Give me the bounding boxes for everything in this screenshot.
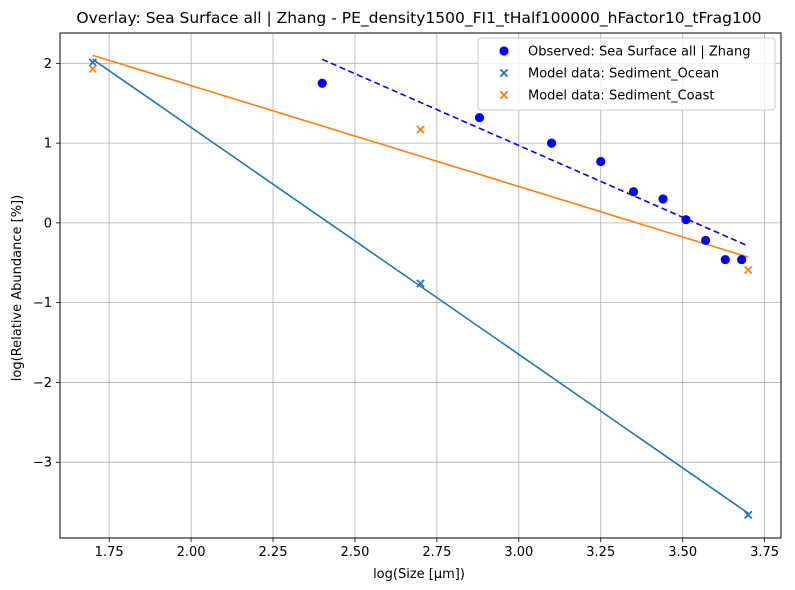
legend: Observed: Sea Surface all | Zhang Model d…: [477, 37, 776, 111]
x-axis-label: log(Size [µm]): [373, 567, 465, 582]
observed-point: [737, 254, 747, 265]
y-tick-label: 2: [44, 57, 52, 72]
observed-point: [474, 112, 485, 123]
ticks: 1.75 2.00 2.25 2.50 2.75 3.00 3.25 3.50 3.75 −3 −2…: [33, 57, 779, 560]
y-tick-label: 1: [44, 137, 52, 152]
fit-line: [321, 58, 749, 247]
observed-point: [596, 156, 606, 167]
fit-lines: [92, 54, 749, 514]
model-point: [743, 265, 753, 275]
observed-point: [317, 78, 327, 88]
observed-point: [681, 215, 691, 225]
legend-label: Observed: Sea Surface all | Zhang: [528, 45, 751, 60]
model-point: [88, 58, 98, 67]
model-point: [416, 125, 425, 134]
data-points: [88, 58, 753, 520]
y-axis-label: log(Relative Abundance [%]): [10, 195, 25, 381]
x-tick-label: 3.00: [504, 545, 533, 560]
x-tick-label: 1.75: [95, 545, 124, 560]
x-tick-label: 2.50: [340, 545, 369, 560]
x-tick-label: 2.75: [422, 545, 451, 560]
legend-label: Model data: Sediment_Coast: [528, 89, 714, 104]
chart-title: Overlay: Sea Surface all | Zhang - PE_de…: [76, 9, 761, 28]
observed-point: [701, 235, 711, 246]
fit-line: [92, 58, 749, 514]
fit-line: [92, 54, 749, 258]
legend-marker: [499, 46, 509, 56]
observed-point: [546, 138, 557, 148]
observed-point: [720, 254, 730, 265]
model-point: [88, 64, 98, 74]
legend-box: [477, 37, 776, 111]
model-point: [743, 510, 753, 520]
x-tick-label: 2.25: [259, 545, 288, 560]
observed-point: [658, 194, 668, 204]
model-point: [416, 279, 425, 288]
grid: [60, 33, 781, 538]
x-tick-label: 2.00: [177, 545, 206, 560]
x-tick-label: 3.50: [668, 545, 697, 560]
legend-marker: [499, 90, 509, 100]
y-tick-label: −1: [33, 296, 52, 311]
y-tick-label: −3: [33, 456, 52, 471]
plot-frame: [59, 32, 782, 539]
legend-marker: [499, 68, 509, 78]
y-tick-label: −2: [33, 376, 52, 391]
y-tick-label: 0: [44, 216, 52, 231]
observed-point: [628, 187, 639, 197]
legend-label: Model data: Sediment_Ocean: [528, 67, 719, 82]
x-tick-label: 3.75: [750, 545, 779, 560]
x-tick-label: 3.25: [586, 545, 615, 560]
